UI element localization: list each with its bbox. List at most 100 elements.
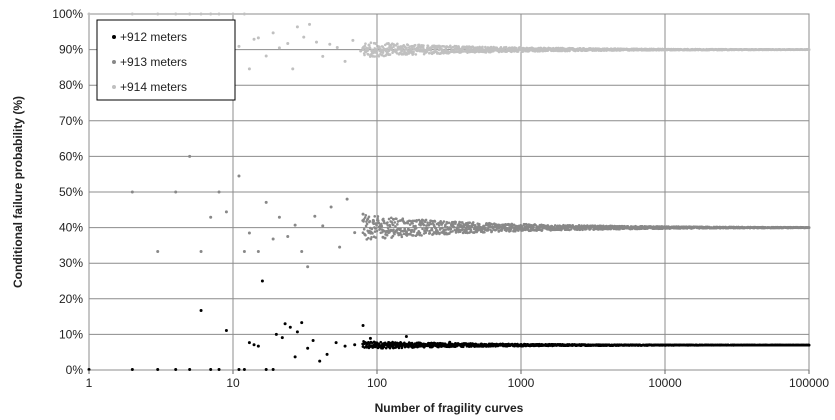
data-point xyxy=(199,12,203,16)
data-point xyxy=(362,227,366,231)
data-point xyxy=(237,174,241,178)
data-point xyxy=(471,221,475,224)
data-point xyxy=(426,226,429,230)
data-point xyxy=(394,225,397,228)
data-point xyxy=(224,210,228,214)
data-point xyxy=(459,223,463,227)
data-point xyxy=(494,223,498,226)
data-point xyxy=(485,222,488,225)
data-point xyxy=(363,44,367,48)
data-point xyxy=(448,44,452,48)
data-point xyxy=(293,223,297,227)
data-point xyxy=(395,51,399,55)
data-point xyxy=(366,217,370,221)
data-point xyxy=(375,223,378,227)
data-point xyxy=(209,215,213,219)
data-point xyxy=(425,50,429,53)
data-point xyxy=(368,336,372,340)
data-point xyxy=(368,46,372,49)
data-point xyxy=(377,221,381,225)
data-point xyxy=(500,227,504,231)
data-point xyxy=(386,226,390,230)
data-point xyxy=(256,36,260,40)
data-point xyxy=(499,225,502,229)
data-point xyxy=(343,59,347,63)
data-point xyxy=(373,215,377,218)
legend-marker-913 xyxy=(112,60,116,64)
data-point xyxy=(405,230,408,234)
data-point xyxy=(414,53,418,56)
data-point xyxy=(271,31,275,35)
data-point xyxy=(401,217,405,220)
data-point xyxy=(426,44,430,48)
data-point xyxy=(367,53,370,56)
data-point xyxy=(517,229,520,232)
data-point xyxy=(509,229,512,233)
x-tick-label: 1 xyxy=(86,376,93,390)
data-point xyxy=(451,223,455,227)
data-point xyxy=(577,224,581,227)
y-tick-label: 40% xyxy=(59,221,83,235)
x-tick-label: 100000 xyxy=(789,376,829,390)
data-point xyxy=(237,44,241,48)
data-point xyxy=(398,231,402,235)
data-point xyxy=(396,42,399,46)
data-point xyxy=(386,224,390,227)
data-point xyxy=(313,214,317,218)
data-point xyxy=(467,224,471,228)
data-point xyxy=(411,222,414,225)
data-point xyxy=(447,221,451,225)
data-point xyxy=(383,236,387,240)
data-point xyxy=(438,232,441,236)
data-point xyxy=(366,49,370,52)
data-point xyxy=(499,46,503,49)
data-point xyxy=(478,222,481,226)
data-point xyxy=(456,226,459,229)
data-point xyxy=(444,342,447,346)
data-point xyxy=(376,217,379,220)
data-point xyxy=(247,231,251,235)
data-point xyxy=(329,205,333,209)
data-point xyxy=(247,67,251,71)
data-point xyxy=(424,218,428,222)
data-point xyxy=(374,236,377,239)
data-point xyxy=(470,225,474,229)
data-point xyxy=(422,52,426,56)
data-point xyxy=(370,227,374,231)
x-tick-label: 10 xyxy=(226,376,240,390)
data-point xyxy=(429,49,433,52)
legend-label-912: +912 meters xyxy=(120,30,187,44)
data-point xyxy=(452,225,456,229)
data-point xyxy=(384,346,388,350)
data-point xyxy=(422,44,425,47)
data-point xyxy=(460,225,464,229)
data-point xyxy=(429,222,433,226)
data-point xyxy=(405,46,408,50)
data-point xyxy=(367,215,371,219)
data-point xyxy=(351,38,355,42)
data-point xyxy=(375,51,379,55)
data-point xyxy=(363,53,366,57)
data-point xyxy=(412,230,416,233)
data-point xyxy=(242,12,246,16)
data-point xyxy=(277,215,281,219)
data-point xyxy=(286,42,290,46)
data-point xyxy=(388,346,392,350)
data-point xyxy=(468,221,472,225)
data-point xyxy=(424,231,428,235)
data-point xyxy=(516,50,520,53)
data-point xyxy=(209,12,213,16)
data-point xyxy=(404,221,407,225)
data-point xyxy=(247,341,251,345)
data-point xyxy=(410,230,413,234)
data-point xyxy=(807,225,810,229)
legend-label-913: +913 meters xyxy=(120,55,187,69)
data-point xyxy=(391,217,395,221)
data-point xyxy=(461,228,465,231)
data-point xyxy=(442,220,446,223)
data-point xyxy=(321,224,325,228)
x-axis-title: Number of fragility curves xyxy=(375,401,524,415)
data-point xyxy=(130,12,134,16)
